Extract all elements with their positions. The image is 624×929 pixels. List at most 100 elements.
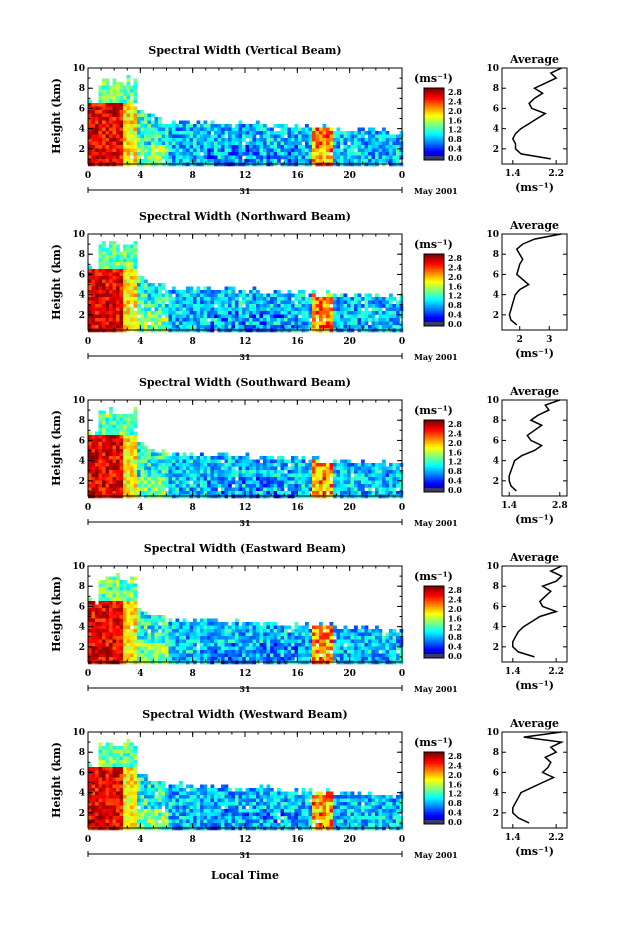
profile-y-tick-label: 10 xyxy=(486,728,499,738)
colorbar-tick-label: 2.0 xyxy=(448,770,462,780)
colorbar-unit: (ms⁻¹) xyxy=(414,238,453,251)
colorbar-tick-label: 2.8 xyxy=(448,751,462,761)
colorbar-tick-label: 0.0 xyxy=(448,651,462,661)
colorbar-unit: (ms⁻¹) xyxy=(414,404,453,417)
profile-y-tick-label: 6 xyxy=(493,602,499,612)
y-tick-label: 8 xyxy=(79,84,85,94)
y-tick-label: 4 xyxy=(79,789,85,799)
x-tick-label: 12 xyxy=(239,337,252,347)
colorbar-unit: (ms⁻¹) xyxy=(414,72,453,85)
y-axis-label: Height (km) xyxy=(50,410,63,486)
x-tick-label: 20 xyxy=(343,835,356,845)
panel-title: Spectral Width (Southward Beam) xyxy=(139,376,351,389)
average-profile: Average 2 4 6 8 10 1.4 2.2 (ms⁻¹) xyxy=(486,551,568,692)
profile-x-tick-label: 2.2 xyxy=(548,169,564,179)
x-tick-label: 20 xyxy=(343,503,356,513)
profile-y-tick-label: 8 xyxy=(493,582,499,592)
profile-y-tick-label: 6 xyxy=(493,768,499,778)
average-profile-line xyxy=(512,731,565,824)
colorbar-tick-label: 2.8 xyxy=(448,253,462,263)
colorbar-tick-label: 1.2 xyxy=(448,291,462,301)
average-unit: (ms⁻¹) xyxy=(515,679,554,692)
profile-y-tick-label: 4 xyxy=(493,291,499,301)
panel-title: Spectral Width (Eastward Beam) xyxy=(144,542,346,555)
colorbar-tick-label: 2.0 xyxy=(448,106,462,116)
x-tick-label: 0 xyxy=(399,669,405,679)
profile-y-tick-label: 10 xyxy=(486,64,499,74)
date-label: May 2001 xyxy=(414,684,458,694)
x-tick-label: 0 xyxy=(85,835,91,845)
y-tick-label: 2 xyxy=(79,477,85,487)
x-tick-label: 0 xyxy=(85,503,91,513)
y-tick-label: 2 xyxy=(79,145,85,155)
x-tick-label: 4 xyxy=(137,171,143,181)
spectral-width-heatmap xyxy=(88,75,404,167)
colorbar: 2.82.42.01.61.20.80.40.0 (ms⁻¹) xyxy=(414,570,462,661)
colorbar-tick-label: 2.4 xyxy=(448,428,462,438)
y-tick-label: 4 xyxy=(79,125,85,135)
y-axis-label: Height (km) xyxy=(50,244,63,320)
colorbar-tick-label: 1.2 xyxy=(448,125,462,135)
profile-y-tick-label: 4 xyxy=(493,125,499,135)
average-title: Average xyxy=(509,551,559,564)
colorbar-tick-label: 2.4 xyxy=(448,262,462,272)
profile-y-tick-label: 8 xyxy=(493,416,499,426)
colorbar: 2.82.42.01.61.20.80.40.0 (ms⁻¹) xyxy=(414,404,462,495)
colorbar-tick-label: 0.4 xyxy=(448,476,462,486)
colorbar-tick-label: 2.4 xyxy=(448,594,462,604)
x-tick-label: 4 xyxy=(137,337,143,347)
colorbar-unit: (ms⁻¹) xyxy=(414,736,453,749)
x-tick-label: 20 xyxy=(343,171,356,181)
day-label: 31 xyxy=(239,850,250,860)
x-tick-label: 20 xyxy=(343,669,356,679)
profile-y-tick-label: 4 xyxy=(493,789,499,799)
y-tick-label: 6 xyxy=(79,270,85,280)
colorbar: 2.82.42.01.61.20.80.40.0 (ms⁻¹) xyxy=(414,238,462,329)
x-tick-label: 0 xyxy=(85,171,91,181)
x-tick-label: 12 xyxy=(239,669,252,679)
y-tick-label: 10 xyxy=(72,562,85,572)
day-label: 31 xyxy=(239,352,250,362)
day-label: 31 xyxy=(239,186,250,196)
colorbar-tick-label: 1.2 xyxy=(448,457,462,467)
x-tick-label: 4 xyxy=(137,669,143,679)
colorbar-tick-label: 1.6 xyxy=(448,281,462,291)
x-tick-label: 20 xyxy=(343,337,356,347)
x-axis-label: Local Time xyxy=(211,869,279,882)
profile-x-tick-label: 2.2 xyxy=(548,833,564,843)
panel-title: Spectral Width (Westward Beam) xyxy=(142,708,347,721)
colorbar-tick-label: 1.2 xyxy=(448,789,462,799)
y-tick-label: 2 xyxy=(79,643,85,653)
date-label: May 2001 xyxy=(414,352,458,362)
colorbar-tick-label: 2.8 xyxy=(448,87,462,97)
date-label: May 2001 xyxy=(414,186,458,196)
profile-y-tick-label: 2 xyxy=(493,809,499,819)
x-tick-label: 8 xyxy=(190,503,196,513)
profile-y-tick-label: 4 xyxy=(493,457,499,467)
profile-y-tick-label: 8 xyxy=(493,748,499,758)
y-tick-label: 6 xyxy=(79,768,85,778)
spectral-width-heatmap xyxy=(88,739,404,831)
x-tick-label: 0 xyxy=(399,503,405,513)
colorbar-tick-label: 0.8 xyxy=(448,632,462,642)
y-tick-label: 2 xyxy=(79,311,85,321)
x-tick-label: 4 xyxy=(137,503,143,513)
x-tick-label: 12 xyxy=(239,503,252,513)
colorbar-tick-label: 0.0 xyxy=(448,485,462,495)
date-label: May 2001 xyxy=(414,850,458,860)
colorbar-tick-label: 1.2 xyxy=(448,623,462,633)
average-title: Average xyxy=(509,385,559,398)
x-tick-label: 0 xyxy=(399,171,405,181)
average-unit: (ms⁻¹) xyxy=(515,513,554,526)
x-tick-label: 12 xyxy=(239,835,252,845)
profile-x-tick-label: 1.4 xyxy=(505,169,521,179)
colorbar-tick-label: 2.4 xyxy=(448,96,462,106)
profile-y-tick-label: 6 xyxy=(493,436,499,446)
x-tick-label: 8 xyxy=(190,669,196,679)
profile-y-tick-label: 2 xyxy=(493,311,499,321)
y-tick-label: 6 xyxy=(79,436,85,446)
y-tick-label: 8 xyxy=(79,748,85,758)
y-tick-label: 8 xyxy=(79,416,85,426)
x-tick-label: 12 xyxy=(239,171,252,181)
